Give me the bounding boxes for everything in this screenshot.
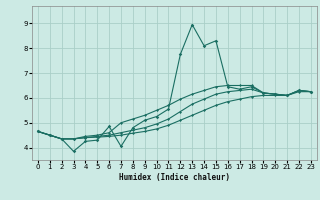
X-axis label: Humidex (Indice chaleur): Humidex (Indice chaleur) bbox=[119, 173, 230, 182]
